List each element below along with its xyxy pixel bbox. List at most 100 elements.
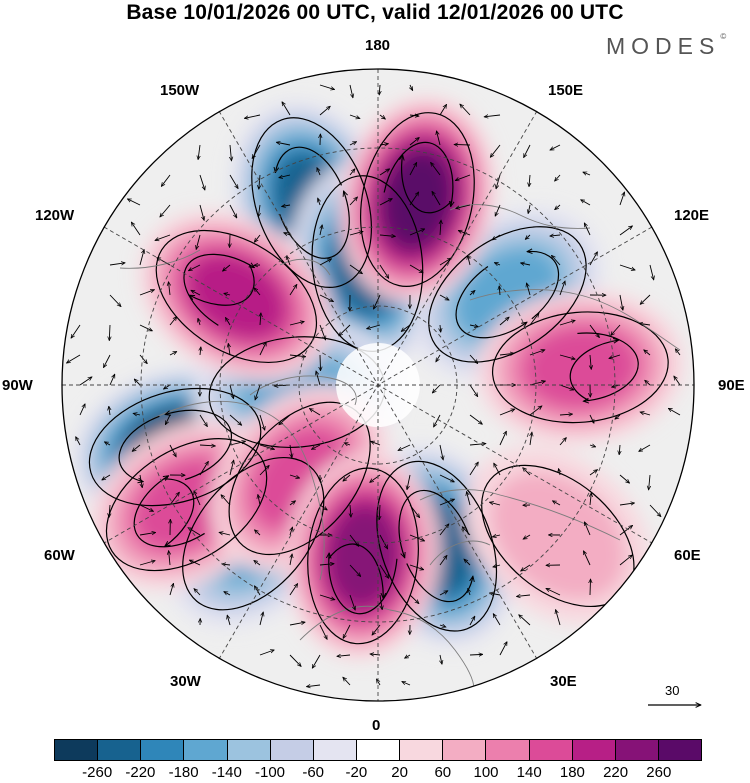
- wind-arrow-190: [436, 131, 441, 146]
- wind-arrow-8: [103, 354, 111, 368]
- wind-arrow-177: [409, 264, 423, 273]
- wind-arrow-26: [139, 561, 155, 566]
- wind-arrow-309: [640, 294, 651, 304]
- wind-arrow-254: [529, 381, 545, 386]
- wind-arrow-61: [229, 204, 237, 218]
- wind-arrow-294: [590, 579, 591, 596]
- wind-arrow-161: [367, 324, 381, 329]
- wind-arrow-189: [439, 104, 447, 116]
- wind-arrow-303: [619, 444, 620, 455]
- wind-arrow-83: [260, 313, 261, 326]
- wind-arrow-240: [489, 502, 501, 506]
- wind-arrow-214: [469, 290, 475, 296]
- wind-arrow-275: [552, 501, 561, 506]
- wind-arrow-115: [319, 106, 330, 116]
- wind-arrow-93: [259, 612, 263, 626]
- wind-arrow-239: [494, 463, 501, 476]
- colorbar-tick-label: 180: [559, 764, 585, 781]
- wind-arrow-263: [550, 144, 561, 151]
- contour-0: [251, 117, 373, 288]
- wind-arrow-111: [289, 584, 298, 596]
- colorbar-tick-label: 100: [473, 764, 499, 781]
- wind-arrow-296: [619, 226, 632, 236]
- colorbar-cell-2: [141, 740, 185, 760]
- streamline-cell-0: [260, 146, 350, 259]
- wind-arrow-229: [496, 174, 501, 189]
- wind-arrow-180: [398, 444, 411, 451]
- wind-arrow-216: [469, 354, 478, 364]
- wind-arrow-248: [528, 204, 530, 214]
- wind-arrow-174: [409, 162, 417, 176]
- wind-arrow-230: [494, 204, 501, 216]
- wind-arrow-126: [311, 444, 321, 449]
- colorbar-cell-6: [313, 740, 357, 760]
- colorbar-ticks: -260 -220 -180 -140 -100 -60 -20 20 60 100 140 180 2…: [54, 764, 702, 782]
- wind-arrow-122: [319, 324, 326, 340]
- wind-arrow-241: [492, 535, 501, 537]
- wind-arrow-266: [550, 235, 561, 236]
- wind-arrow-3: [79, 404, 86, 416]
- wind-arrow-18: [139, 324, 152, 332]
- wind-arrow-298: [619, 294, 623, 310]
- wind-arrow-213: [468, 255, 470, 266]
- wind-arrow-118: [318, 198, 320, 206]
- wind-arrow-221: [467, 492, 471, 506]
- wind-arrow-92: [254, 586, 261, 596]
- wind-arrow-68: [229, 414, 242, 425]
- wind-arrow-59: [230, 144, 231, 161]
- wind-arrow-198: [432, 384, 441, 393]
- copyright-mark: ©: [720, 32, 727, 42]
- wind-arrow-120: [319, 259, 332, 266]
- wind-arrow-218: [469, 414, 482, 424]
- map-border: [61, 68, 695, 702]
- wind-arrow-271: [559, 384, 574, 390]
- wind-arrow-187: [405, 655, 411, 658]
- wind-arrow-151: [337, 655, 351, 656]
- streamline-cell-6: [398, 489, 488, 603]
- wind-arrow-281: [581, 200, 591, 206]
- wind-arrow-179: [401, 324, 411, 331]
- colorbar-tick-label: 20: [391, 764, 408, 781]
- wind-arrow-149: [349, 594, 355, 610]
- streamline-cell-5: [324, 543, 398, 615]
- contour-3: [88, 387, 262, 507]
- wind-arrow-219: [469, 444, 486, 445]
- wind-arrow-42: [198, 144, 200, 160]
- wind-arrow-162: [371, 441, 381, 446]
- wind-arrow-128: [319, 504, 327, 510]
- wind-arrow-247: [529, 174, 530, 187]
- wind-arrow-71: [221, 495, 231, 506]
- wind-arrow-13: [109, 504, 110, 517]
- wind-arrow-234: [499, 317, 509, 326]
- wind-arrow-267: [551, 255, 561, 266]
- wind-arrow-85: [255, 384, 261, 400]
- wind-arrow-209: [454, 144, 471, 145]
- wind-arrow-105: [279, 414, 291, 425]
- wind-arrow-305: [619, 503, 635, 505]
- contour-6: [376, 460, 498, 632]
- wind-arrow-100: [286, 256, 291, 266]
- wind-arrow-300: [609, 354, 621, 358]
- wind-arrow-74: [224, 592, 231, 596]
- lon-label-90e: 90E: [718, 377, 745, 394]
- wind-arrow-78: [259, 174, 260, 189]
- colorbar-cell-10: [486, 740, 530, 760]
- wind-arrow-99: [284, 233, 291, 235]
- wind-arrow-278: [546, 587, 561, 596]
- colorbar-tick-label: -20: [345, 764, 368, 781]
- wind-arrow-77: [252, 144, 261, 159]
- wind-arrow-45: [196, 234, 201, 249]
- wind-arrow-195: [439, 294, 449, 300]
- wind-arrow-295: [619, 192, 624, 206]
- lon-label-120e: 120E: [674, 207, 710, 224]
- wind-arrow-6: [109, 294, 121, 307]
- colorbar-tick-label: -220: [125, 764, 156, 781]
- contour-10: [105, 438, 268, 572]
- wind-arrow-106: [290, 444, 292, 458]
- wind-arrow-264: [555, 174, 561, 181]
- wind-arrow-28: [160, 204, 171, 217]
- colorbar-cell-9: [443, 740, 487, 760]
- wind-arrow-297: [619, 264, 635, 270]
- wind-arrow-268: [559, 281, 565, 296]
